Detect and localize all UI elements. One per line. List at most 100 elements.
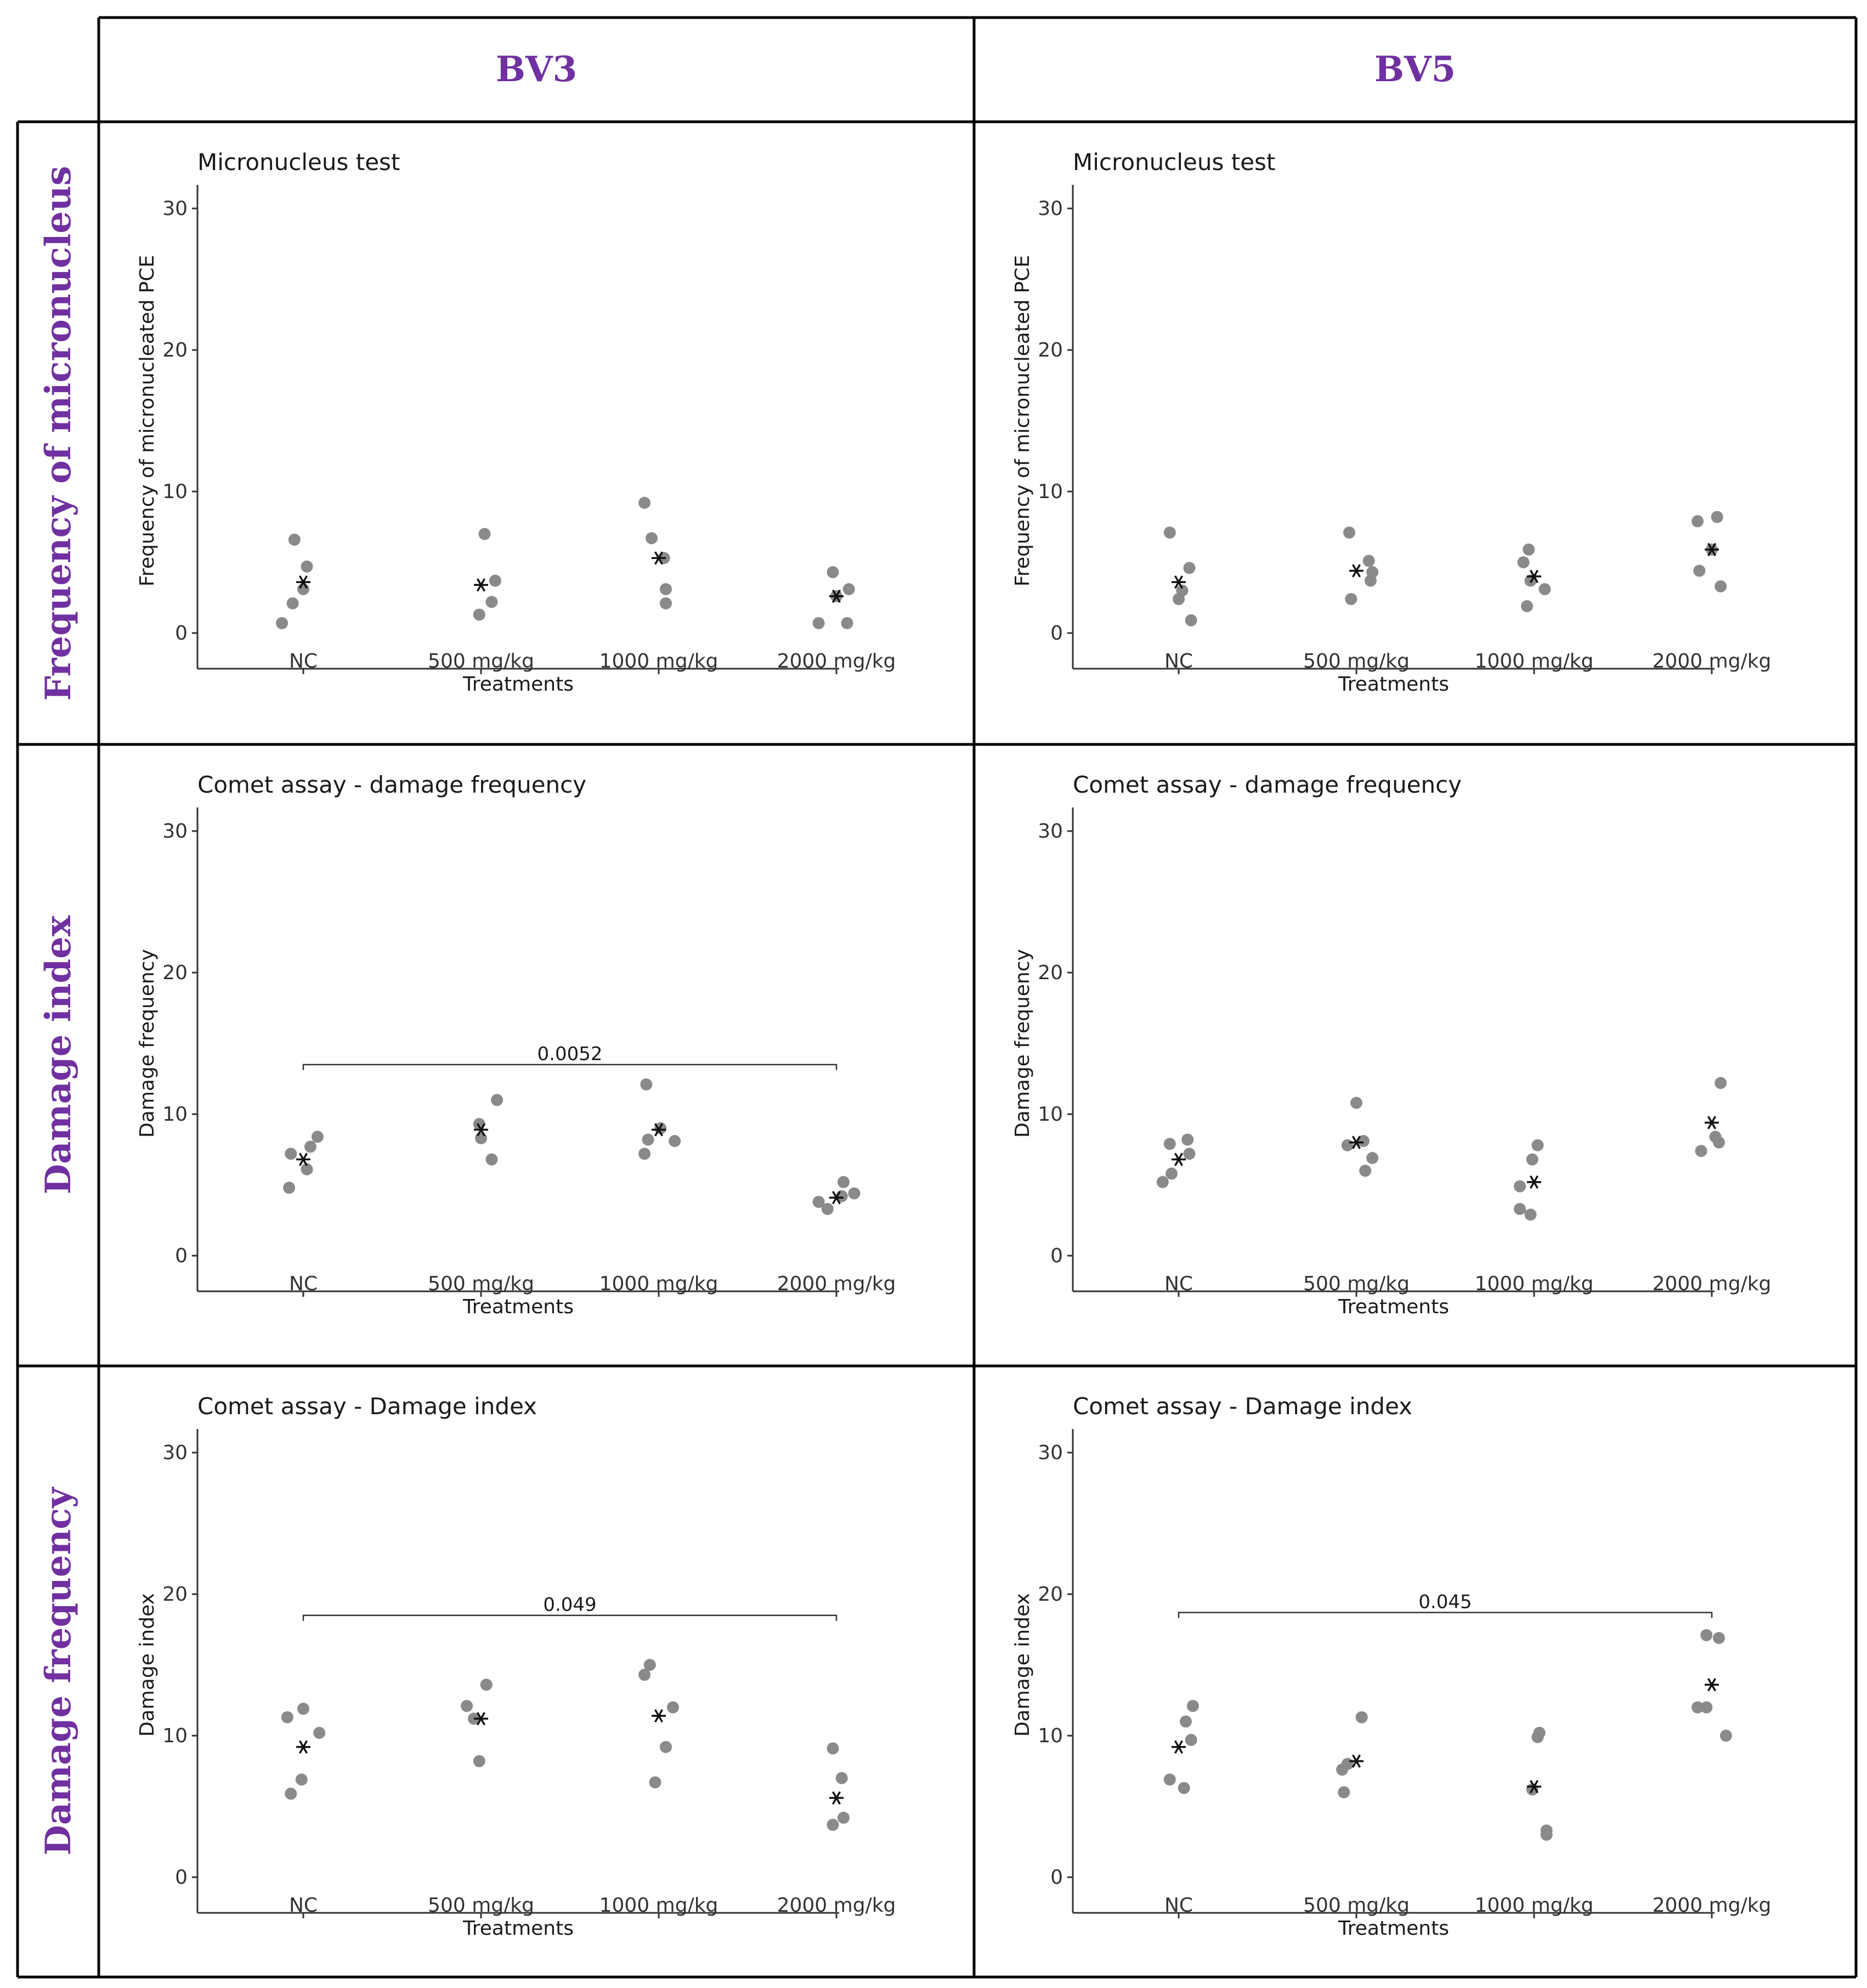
row-header-frequency-of-micronucleus: Frequency of micronucleus bbox=[38, 166, 79, 701]
data-point bbox=[638, 496, 651, 509]
data-point bbox=[1163, 526, 1176, 539]
data-point bbox=[659, 1741, 672, 1753]
mean-marker bbox=[652, 1123, 666, 1137]
mean-marker bbox=[1527, 1780, 1541, 1794]
x-axis-label: Treatments bbox=[462, 1296, 574, 1318]
data-point bbox=[295, 1773, 308, 1786]
y-axis-label: Damage index bbox=[136, 1593, 159, 1737]
mean-marker bbox=[1349, 1754, 1364, 1768]
chart-panels: Micronucleus test 0 10 20 30 NC 500 mg/kg 1000 … bbox=[136, 149, 1771, 1940]
data-point bbox=[491, 1094, 503, 1106]
y-axis-label: Frequency of micronucleated PCE bbox=[1011, 255, 1034, 586]
data-point bbox=[1166, 1167, 1178, 1180]
data-point bbox=[461, 1699, 473, 1712]
y-tick-label: 20 bbox=[1038, 962, 1063, 984]
chart-panel-0: Micronucleus test 0 10 20 30 NC 500 mg/kg 1000 … bbox=[136, 149, 896, 696]
data-point bbox=[1181, 1133, 1194, 1146]
data-point bbox=[1523, 543, 1535, 556]
x-tick-label: 2000 mg/kg bbox=[777, 650, 896, 673]
mean-marker bbox=[474, 1712, 488, 1726]
data-point bbox=[1533, 1726, 1546, 1739]
data-point bbox=[283, 1182, 296, 1194]
y-axis-label: Damage index bbox=[1011, 1593, 1034, 1737]
data-point bbox=[1355, 1711, 1368, 1724]
data-point bbox=[659, 597, 672, 609]
mean-marker-stroke bbox=[1351, 564, 1361, 578]
y-tick-label: 30 bbox=[162, 1442, 188, 1464]
y-tick-label: 30 bbox=[1038, 820, 1063, 843]
data-point bbox=[311, 1131, 324, 1143]
significance-bracket bbox=[302, 1064, 838, 1070]
data-point bbox=[1179, 1715, 1192, 1728]
data-point bbox=[1531, 1139, 1544, 1151]
data-point bbox=[1719, 1730, 1732, 1742]
x-tick-label: NC bbox=[289, 1894, 318, 1917]
data-point bbox=[1345, 593, 1357, 606]
mean-marker bbox=[1172, 1153, 1186, 1166]
mean-marker bbox=[829, 1791, 844, 1805]
mean-marker-stroke bbox=[1174, 575, 1184, 589]
data-point bbox=[1156, 1176, 1169, 1188]
data-point bbox=[827, 1818, 839, 1831]
mean-marker-stroke bbox=[1174, 1740, 1184, 1754]
mean-marker-stroke bbox=[1529, 569, 1539, 583]
data-point bbox=[812, 617, 825, 629]
data-point bbox=[848, 1187, 861, 1200]
data-point bbox=[821, 1202, 834, 1215]
data-point bbox=[837, 1811, 850, 1824]
y-tick-label: 0 bbox=[1050, 1245, 1063, 1267]
data-point bbox=[1695, 1145, 1707, 1157]
data-point bbox=[669, 1135, 681, 1148]
x-axis-label: Treatments bbox=[462, 673, 574, 696]
data-point bbox=[1521, 600, 1534, 612]
p-value-label: 0.0052 bbox=[538, 1043, 603, 1065]
x-tick-label: 2000 mg/kg bbox=[777, 1273, 896, 1295]
mean-marker-stroke bbox=[476, 1712, 486, 1726]
mean-marker-stroke bbox=[1707, 543, 1717, 556]
x-tick-label: 1000 mg/kg bbox=[599, 650, 718, 673]
x-tick-label: 500 mg/kg bbox=[1303, 1273, 1410, 1295]
data-point bbox=[1514, 1202, 1526, 1215]
y-tick-label: 0 bbox=[175, 1245, 188, 1267]
significance-bracket bbox=[302, 1614, 838, 1621]
x-tick-label: 1000 mg/kg bbox=[1475, 650, 1594, 673]
data-point bbox=[1524, 1208, 1537, 1221]
data-point bbox=[1350, 1097, 1362, 1109]
x-axis-label: Treatments bbox=[1338, 673, 1449, 696]
x-axis-label: Treatments bbox=[1338, 1296, 1449, 1318]
mean-marker-stroke bbox=[1351, 1136, 1361, 1149]
mean-marker bbox=[652, 551, 666, 565]
y-tick-label: 0 bbox=[1050, 622, 1063, 645]
mean-marker bbox=[1349, 564, 1364, 578]
y-tick-label: 0 bbox=[1050, 1866, 1063, 1889]
mean-marker-stroke bbox=[831, 1791, 841, 1805]
data-point bbox=[638, 1669, 651, 1681]
data-point bbox=[489, 574, 501, 587]
data-point bbox=[1163, 1773, 1176, 1786]
mean-marker bbox=[296, 575, 310, 589]
data-point bbox=[288, 533, 301, 546]
y-tick-label: 10 bbox=[162, 1103, 188, 1126]
data-point bbox=[837, 1176, 850, 1188]
data-point bbox=[1178, 1782, 1190, 1794]
data-point bbox=[475, 1132, 487, 1144]
mean-marker-stroke bbox=[1707, 1678, 1717, 1692]
data-point bbox=[841, 617, 853, 629]
x-tick-label: 2000 mg/kg bbox=[777, 1894, 896, 1917]
data-point bbox=[642, 1133, 654, 1146]
mean-marker-stroke bbox=[654, 1123, 664, 1137]
mean-marker-stroke bbox=[1529, 1780, 1539, 1794]
mean-marker-stroke bbox=[654, 1709, 664, 1723]
y-axis-label: Frequency of micronucleated PCE bbox=[136, 255, 159, 586]
mean-marker-stroke bbox=[298, 1153, 308, 1166]
mean-marker bbox=[1172, 1740, 1186, 1754]
data-point bbox=[1517, 556, 1530, 568]
mean-marker bbox=[652, 1709, 666, 1723]
y-tick-label: 20 bbox=[162, 1583, 188, 1606]
data-point bbox=[297, 583, 309, 596]
y-tick-label: 30 bbox=[162, 820, 188, 843]
data-point bbox=[1176, 584, 1189, 597]
x-tick-label: 2000 mg/kg bbox=[1653, 1273, 1772, 1295]
data-point bbox=[1700, 1629, 1713, 1641]
y-tick-label: 10 bbox=[1038, 1103, 1063, 1126]
